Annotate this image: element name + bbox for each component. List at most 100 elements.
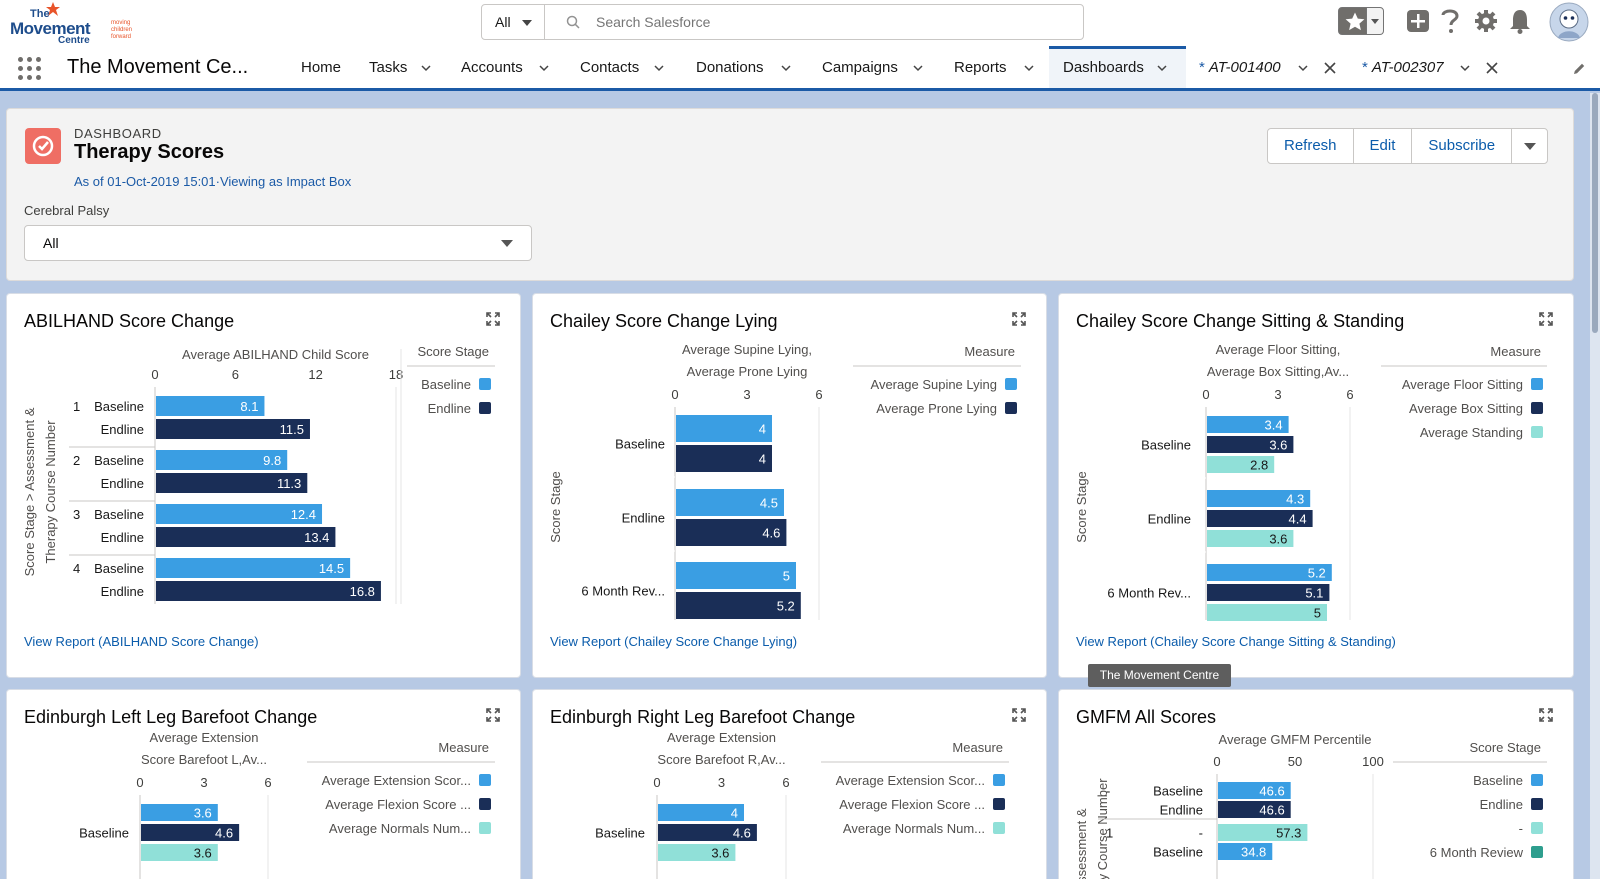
page-scrollbar[interactable] [1590,93,1600,879]
chevron-down-icon[interactable] [1157,63,1167,73]
legend-item-label[interactable]: Baseline [1473,773,1523,788]
bar[interactable] [156,450,288,470]
favorites-button[interactable] [1338,7,1384,35]
legend-item-label[interactable]: - [1519,821,1523,836]
bar[interactable] [676,519,787,546]
bar[interactable] [658,824,757,841]
bar[interactable] [156,558,351,578]
gear-icon[interactable] [1474,9,1498,33]
bar[interactable] [658,804,744,821]
legend-item-label[interactable]: Average Normals Num... [843,821,985,836]
chevron-down-icon[interactable] [539,63,549,73]
bar[interactable] [1207,584,1330,601]
subtab-at-001400[interactable]: * AT-001400 [1199,46,1308,88]
user-avatar-icon[interactable] [1549,2,1589,42]
more-actions-button[interactable] [1512,129,1548,163]
legend-item-label[interactable]: Endline [1480,797,1523,812]
expand-icon[interactable] [1012,708,1026,722]
bar[interactable] [658,844,736,861]
bar[interactable] [141,804,218,821]
nav-item-campaigns[interactable]: Campaigns [822,46,930,88]
bar[interactable] [676,592,801,619]
expand-icon[interactable] [1012,312,1026,326]
legend-item-label[interactable]: Average Supine Lying [871,377,997,392]
bar[interactable] [141,824,240,841]
bar[interactable] [1207,416,1289,433]
chevron-down-icon[interactable] [1298,63,1308,73]
close-icon[interactable] [1486,62,1498,74]
legend-item-label[interactable]: Average Extension Scor... [322,773,471,788]
help-icon[interactable] [1441,8,1459,34]
bar[interactable] [1207,510,1313,527]
view-report-link[interactable]: View Report (ABILHAND Score Change) [24,634,259,649]
legend-item-label[interactable]: Baseline [421,377,471,392]
legend-item-label[interactable]: Average Extension Scor... [836,773,985,788]
chevron-down-icon[interactable] [913,63,923,73]
legend-item-label[interactable]: Average Flexion Score ... [325,797,471,812]
nav-item-tasks[interactable]: Tasks [369,46,445,88]
nav-item-reports[interactable]: Reports [954,46,1041,88]
cerebral-palsy-filter-select[interactable]: All [24,225,532,261]
bar[interactable] [676,562,796,589]
expand-icon[interactable] [1539,708,1553,722]
nav-item-dashboards[interactable]: Dashboards [1049,46,1186,88]
bar[interactable] [1218,801,1291,818]
favorites-dropdown-icon[interactable] [1366,8,1383,34]
bar[interactable] [1207,436,1294,453]
global-actions-add-icon[interactable] [1406,9,1430,33]
edit-button[interactable]: Edit [1353,129,1413,163]
chevron-down-icon[interactable] [1024,63,1034,73]
subscribe-button[interactable]: Subscribe [1412,129,1513,163]
nav-item-donations[interactable]: Donations [696,46,796,88]
bar[interactable] [1218,782,1291,799]
scrollbar-thumb[interactable] [1592,93,1598,333]
legend-item-label[interactable]: Average Prone Lying [876,401,997,416]
app-launcher-waffle-icon[interactable] [18,57,42,81]
view-report-link[interactable]: View Report (Chailey Score Change Sittin… [1076,634,1396,649]
search-input[interactable] [596,5,1056,39]
legend-item-label[interactable]: Average Flexion Score ... [839,797,985,812]
bar[interactable] [156,504,323,524]
bar[interactable] [676,445,772,472]
chevron-down-icon[interactable] [654,63,664,73]
expand-icon[interactable] [486,312,500,326]
bar[interactable] [156,396,265,416]
bar[interactable] [1218,824,1308,841]
bar[interactable] [156,473,308,493]
bar[interactable] [1207,564,1332,581]
legend-item-label[interactable]: Average Box Sitting [1409,401,1523,416]
refresh-button[interactable]: Refresh [1268,129,1354,163]
legend-item-label[interactable]: Average Floor Sitting [1402,377,1523,392]
expand-icon[interactable] [1539,312,1553,326]
movement-centre-logo[interactable]: The Movement Centre moving children forw… [8,2,138,46]
legend-item-label[interactable]: Endline [428,401,471,416]
nav-item-home[interactable]: Home [301,46,349,88]
bar[interactable] [1207,490,1311,507]
bar[interactable] [1207,530,1294,547]
subtab-at-002307[interactable]: * AT-002307 [1362,46,1470,88]
bar[interactable] [156,527,336,547]
bar[interactable] [141,844,218,861]
bar[interactable] [676,489,784,516]
expand-icon[interactable] [486,708,500,722]
chevron-down-icon[interactable] [421,63,431,73]
bar[interactable] [1207,604,1327,621]
legend-item-label[interactable]: Average Standing [1420,425,1523,440]
edit-nav-pencil-icon[interactable] [1572,62,1586,76]
bar-value-label: 12.4 [291,507,316,522]
bar[interactable] [1218,843,1273,860]
legend-item-label[interactable]: 6 Month Review [1430,845,1524,860]
nav-item-accounts[interactable]: Accounts [461,46,556,88]
bar[interactable] [156,419,310,439]
bar[interactable] [1207,456,1275,473]
legend-item-label[interactable]: Average Normals Num... [329,821,471,836]
notifications-bell-icon[interactable] [1509,8,1531,34]
nav-item-contacts[interactable]: Contacts [580,46,670,88]
view-report-link[interactable]: View Report (Chailey Score Change Lying) [550,634,798,649]
search-scope-select[interactable]: All [482,5,545,39]
chevron-down-icon[interactable] [781,63,791,73]
chevron-down-icon[interactable] [1460,63,1470,73]
bar[interactable] [156,581,381,601]
close-icon[interactable] [1324,62,1336,74]
bar[interactable] [676,415,772,442]
